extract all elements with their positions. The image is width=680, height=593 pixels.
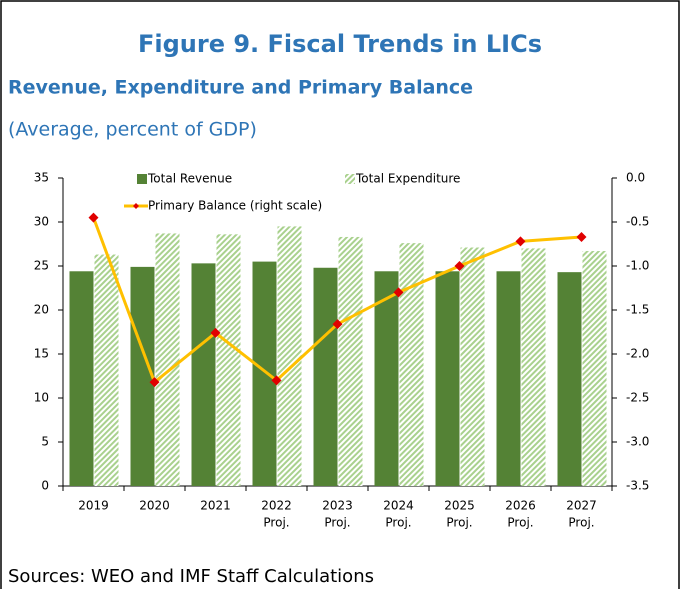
marker [576,231,587,242]
bar [155,233,180,486]
legend-swatch [137,174,147,184]
y-tick-label: 30 [34,215,49,229]
x-tick-label: 2020 [139,499,170,513]
bar [399,243,424,486]
unit-note: (Average, percent of GDP) [8,119,257,141]
y2-tick-label: -1.0 [626,259,649,273]
bar [435,271,460,486]
y-tick-label: 35 [34,171,49,185]
x-tick-label: 2025 [444,499,475,513]
marker [332,319,343,330]
legend-swatch [345,174,355,184]
marker [149,377,160,388]
x-tick-label: Proj. [324,516,350,530]
legend-marker [133,203,139,209]
x-tick-label: Proj. [568,516,594,530]
y-tick-label: 5 [41,435,49,449]
bar [557,272,582,486]
bar [191,263,216,486]
legend-label: Primary Balance (right scale) [148,199,322,213]
y2-tick-label: -0.5 [626,215,649,229]
bar [69,271,94,486]
y-tick-label: 20 [34,303,49,317]
legend-label: Total Expenditure [355,172,460,186]
bar [374,271,399,486]
y-tick-label: 15 [34,347,49,361]
y2-tick-label: -2.5 [626,391,649,405]
bar [130,266,155,486]
bar [460,247,485,486]
bar [277,226,302,486]
marker [88,212,99,223]
x-tick-label: Proj. [385,516,411,530]
bar [521,248,546,486]
chart-title: Figure 9. Fiscal Trends in LICs [138,30,542,58]
y2-tick-label: -3.5 [626,479,649,493]
marker [393,287,404,298]
legend-label: Total Revenue [147,172,232,186]
chart-subtitle: Revenue, Expenditure and Primary Balance [8,77,473,99]
bar [216,234,241,486]
y-tick-label: 0 [41,479,49,493]
y2-tick-label: -3.0 [626,435,649,449]
y-tick-label: 25 [34,259,49,273]
y2-tick-label: -2.0 [626,347,649,361]
x-tick-label: 2021 [200,499,231,513]
marker [210,327,221,338]
marker [454,261,465,271]
x-tick-label: 2027 [566,499,597,513]
bar [582,251,607,486]
bar [94,254,119,486]
bar [496,271,521,486]
x-tick-label: 2022 [261,499,292,513]
x-tick-label: 2019 [78,499,109,513]
source: Sources: WEO and IMF Staff Calculations [8,566,374,587]
x-tick-label: 2026 [505,499,536,513]
bar [313,267,338,486]
marker [271,375,282,386]
y-tick-label: 10 [34,391,49,405]
bar [338,236,363,486]
x-tick-label: Proj. [507,516,533,530]
x-tick-label: Proj. [263,516,289,530]
marker [515,236,526,247]
x-tick-label: Proj. [446,516,472,530]
bar [252,261,277,486]
y2-tick-label: -1.5 [626,303,649,317]
y2-tick-label: 0.0 [626,171,645,185]
x-tick-label: 2024 [383,499,414,513]
x-tick-label: 2023 [322,499,353,513]
